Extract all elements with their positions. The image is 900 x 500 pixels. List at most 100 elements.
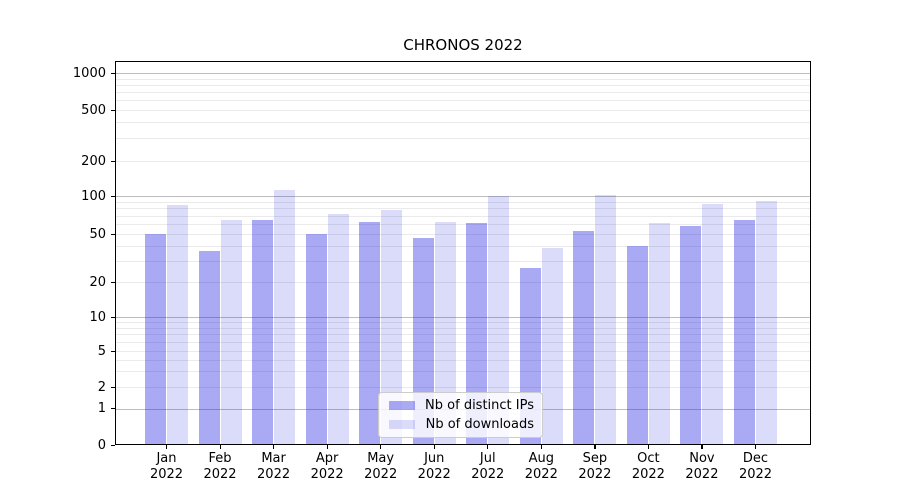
y-tick-mark <box>111 350 115 352</box>
x-tick-month: Aug <box>528 451 554 466</box>
x-tick-month: May <box>367 451 395 466</box>
x-tick-label: Dec 2022 <box>727 451 783 483</box>
bar-downloads-dec <box>755 201 777 445</box>
gridline-minor <box>115 334 811 336</box>
bar-downloads-mar <box>274 190 296 445</box>
gridline-minor <box>115 260 811 262</box>
gridline-minor <box>115 100 811 102</box>
gridline-major <box>115 317 811 318</box>
x-tick-label: Nov 2022 <box>674 451 730 483</box>
x-tick-label: Jun 2022 <box>406 451 462 483</box>
gridline-minor <box>115 234 811 235</box>
x-tick-label: Feb 2022 <box>192 451 248 483</box>
legend-item-distinct-ips: Nb of distinct IPs <box>389 398 534 414</box>
bar-downloads-aug <box>541 248 563 445</box>
y-tick-mark <box>111 109 115 111</box>
bar-downloads-jan <box>167 204 188 445</box>
y-tick-mark <box>111 316 115 318</box>
x-tick-mark <box>219 445 221 449</box>
y-tick-mark <box>111 195 115 197</box>
gridline-minor <box>115 387 811 388</box>
x-tick-month: Oct <box>637 451 660 466</box>
gridline-minor <box>115 322 811 324</box>
x-tick-year: 2022 <box>203 467 237 482</box>
y-tick-mark <box>111 160 115 162</box>
x-tick-year: 2022 <box>364 467 398 482</box>
gridline-minor <box>115 208 811 210</box>
x-tick-month: Jul <box>479 451 496 466</box>
plot-border <box>115 61 811 445</box>
x-tick-year: 2022 <box>524 467 558 482</box>
x-tick-mark <box>326 445 328 449</box>
chart-title: CHRONOS 2022 <box>403 36 523 54</box>
x-tick-month: Jan <box>156 451 177 466</box>
x-tick-year: 2022 <box>578 467 612 482</box>
gridline-minor <box>115 138 811 140</box>
gridline-minor <box>115 215 811 217</box>
bar-ips-jan <box>145 234 166 445</box>
y-tick-label: 500 <box>81 102 106 118</box>
gridline-minor <box>115 359 811 361</box>
bar-ips-sep <box>573 230 595 445</box>
x-tick-month: Jun <box>424 451 445 466</box>
gridline-minor <box>115 342 811 344</box>
x-tick-year: 2022 <box>310 467 344 482</box>
bar-downloads-sep <box>595 195 617 445</box>
x-tick-month: Apr <box>315 451 339 466</box>
x-tick-label: Jul 2022 <box>460 451 516 483</box>
x-tick-label: Oct 2022 <box>620 451 676 483</box>
bar-ips-may <box>359 222 381 445</box>
bar-ips-nov <box>680 225 702 445</box>
y-tick-mark <box>111 444 115 446</box>
x-tick-label: Apr 2022 <box>299 451 355 483</box>
x-tick-month: Dec <box>742 451 769 466</box>
gridline-minor <box>115 245 811 247</box>
gridline-minor <box>115 161 811 162</box>
gridline-major <box>115 73 811 74</box>
bar-ips-oct <box>626 245 648 445</box>
x-tick-label: Aug 2022 <box>513 451 569 483</box>
legend-item-downloads: Nb of downloads <box>389 417 534 433</box>
bar-downloads-jul <box>488 196 510 445</box>
y-tick-mark <box>111 281 115 283</box>
y-tick-label: 2 <box>97 379 106 395</box>
gridline-major <box>115 196 811 197</box>
y-tick-label: 1000 <box>72 65 106 81</box>
bar-ips-dec <box>733 219 755 445</box>
y-tick-label: 1 <box>97 401 106 416</box>
gridline-minor <box>115 282 811 283</box>
x-tick-mark <box>701 445 703 449</box>
x-tick-year: 2022 <box>149 467 184 482</box>
bar-downloads-feb <box>220 219 242 445</box>
y-tick-mark <box>111 386 115 388</box>
bar-downloads-oct <box>648 223 670 445</box>
y-tick-mark <box>111 72 115 74</box>
bar-ips-apr <box>305 234 327 445</box>
bar-downloads-nov <box>702 204 724 445</box>
gridline-minor <box>115 110 811 111</box>
x-tick-mark <box>594 445 596 449</box>
gridline-minor <box>115 92 811 94</box>
y-tick-mark <box>111 233 115 235</box>
bar-downloads-may <box>381 209 403 445</box>
x-tick-label: Mar 2022 <box>246 451 302 483</box>
x-tick-month: Sep <box>582 451 608 466</box>
gridline-minor <box>115 201 811 203</box>
x-tick-mark <box>380 445 382 449</box>
y-tick-label: 20 <box>89 274 106 290</box>
bar-downloads-jun <box>434 222 456 445</box>
x-tick-mark <box>433 445 435 449</box>
y-tick-label: 5 <box>97 343 106 359</box>
x-tick-year: 2022 <box>471 467 505 482</box>
y-tick-label: 10 <box>89 309 106 325</box>
legend-swatch-downloads <box>389 420 415 429</box>
gridline-minor <box>115 122 811 124</box>
legend-label-downloads: Nb of downloads <box>425 417 534 432</box>
gridline-minor <box>115 84 811 86</box>
gridline-minor <box>115 78 811 80</box>
x-tick-label: May 2022 <box>353 451 409 483</box>
x-tick-label: Jan 2022 <box>139 451 195 483</box>
x-tick-mark <box>166 445 168 449</box>
legend-label-distinct-ips: Nb of distinct IPs <box>425 398 534 413</box>
x-tick-year: 2022 <box>631 467 665 482</box>
